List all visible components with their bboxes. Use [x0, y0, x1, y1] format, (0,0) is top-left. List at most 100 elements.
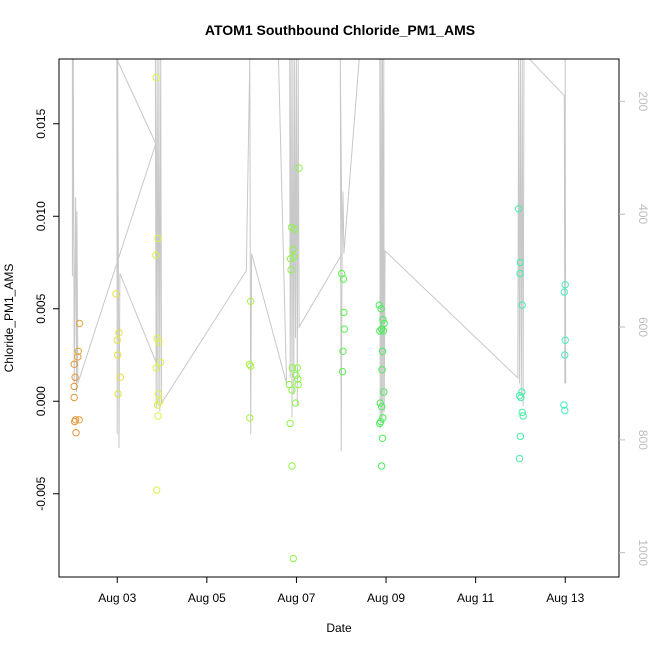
y-tick-label: 0.015	[34, 108, 48, 138]
data-point	[516, 258, 525, 267]
data-point	[516, 432, 525, 441]
x-axis-label: Date	[326, 621, 352, 635]
data-point	[378, 434, 387, 442]
data-point	[293, 364, 301, 372]
data-point	[517, 393, 525, 402]
data-point	[71, 373, 79, 381]
data-point	[70, 360, 78, 368]
data-point	[339, 347, 347, 355]
right-tick-label: 800	[636, 430, 650, 450]
data-point	[519, 412, 527, 420]
x-tick-label: Aug 11	[457, 591, 494, 605]
y-tick-label: -0.005	[34, 476, 48, 510]
data-point	[152, 73, 160, 82]
data-point	[378, 366, 386, 374]
data-point	[116, 373, 125, 381]
data-point	[154, 234, 162, 243]
plot-frame	[58, 58, 620, 578]
data-point	[377, 462, 386, 470]
data-point	[338, 367, 347, 376]
data-point	[561, 281, 569, 289]
y-tick-label: 0.000	[34, 386, 48, 416]
data-point	[560, 288, 568, 296]
data-point	[377, 325, 386, 333]
data-point	[379, 327, 388, 335]
data-point	[289, 554, 297, 563]
data-point	[288, 462, 296, 470]
y-tick-label: 0.010	[34, 201, 48, 231]
data-point	[292, 371, 300, 379]
data-point	[295, 164, 303, 172]
y-axis: -0.005 0.000 0.005 0.010 0.015	[34, 108, 59, 511]
data-point	[154, 390, 163, 398]
data-point	[287, 266, 295, 274]
data-point	[377, 305, 385, 313]
data-point	[288, 364, 297, 372]
data-point	[516, 269, 524, 278]
data-point	[156, 397, 164, 405]
data-point	[514, 205, 523, 213]
x-tick-label: Aug 03	[98, 591, 136, 605]
right-tick-label: 200	[636, 91, 650, 111]
data-point	[379, 414, 387, 422]
data-point	[561, 406, 569, 415]
data-point	[376, 419, 384, 428]
right-tick-label: 600	[636, 317, 650, 337]
data-point	[153, 401, 162, 409]
data-point	[380, 388, 388, 396]
data-point	[375, 301, 383, 309]
data-point	[154, 412, 162, 420]
data-point	[74, 347, 83, 355]
altitude-line	[71, 59, 567, 452]
data-point	[376, 327, 384, 335]
y-axis-label: Chloride_PM1_AMS	[2, 264, 16, 373]
data-point	[72, 429, 80, 437]
data-point	[294, 380, 302, 389]
data-point	[339, 275, 348, 283]
data-point	[288, 386, 296, 394]
data-point	[152, 364, 160, 372]
data-point	[294, 375, 302, 383]
data-point	[246, 414, 254, 422]
data-point	[70, 382, 78, 391]
data-point	[157, 358, 165, 367]
data-point	[152, 251, 160, 259]
x-axis: Aug 03 Aug 05 Aug 07 Aug 09 Aug 11 Aug 13	[98, 577, 585, 605]
data-point	[290, 225, 299, 233]
y-tick-label: 0.005	[34, 293, 48, 323]
data-point	[515, 392, 524, 400]
data-point	[245, 360, 254, 368]
data-point	[71, 416, 80, 424]
data-point	[115, 329, 123, 337]
data-point	[340, 325, 349, 333]
data-point	[377, 403, 386, 411]
data-point	[114, 390, 122, 398]
data-point	[518, 408, 526, 417]
data-point	[518, 388, 526, 396]
x-tick-label: Aug 09	[367, 591, 405, 605]
data-point	[290, 253, 298, 261]
data-point	[291, 399, 300, 407]
data-point	[286, 419, 294, 428]
data-point	[247, 297, 255, 305]
data-point	[112, 290, 120, 298]
data-point	[340, 308, 348, 317]
data-point	[376, 399, 384, 407]
data-point	[75, 416, 83, 424]
data-point	[247, 362, 255, 370]
chart-title: ATOM1 Southbound Chloride_PM1_AMS	[205, 22, 475, 38]
data-point	[560, 401, 568, 409]
data-point	[153, 486, 161, 494]
data-point	[289, 245, 297, 254]
right-tick-label: 1000	[636, 539, 650, 566]
x-tick-label: Aug 05	[188, 591, 226, 605]
data-point	[155, 338, 163, 346]
right-tick-label: 400	[636, 204, 650, 224]
data-point	[378, 347, 387, 355]
data-point	[561, 336, 569, 344]
right-axis: 200 400 600 800 1000	[619, 91, 650, 566]
plot-content	[70, 59, 569, 563]
data-point	[75, 319, 84, 328]
data-point	[70, 393, 78, 402]
